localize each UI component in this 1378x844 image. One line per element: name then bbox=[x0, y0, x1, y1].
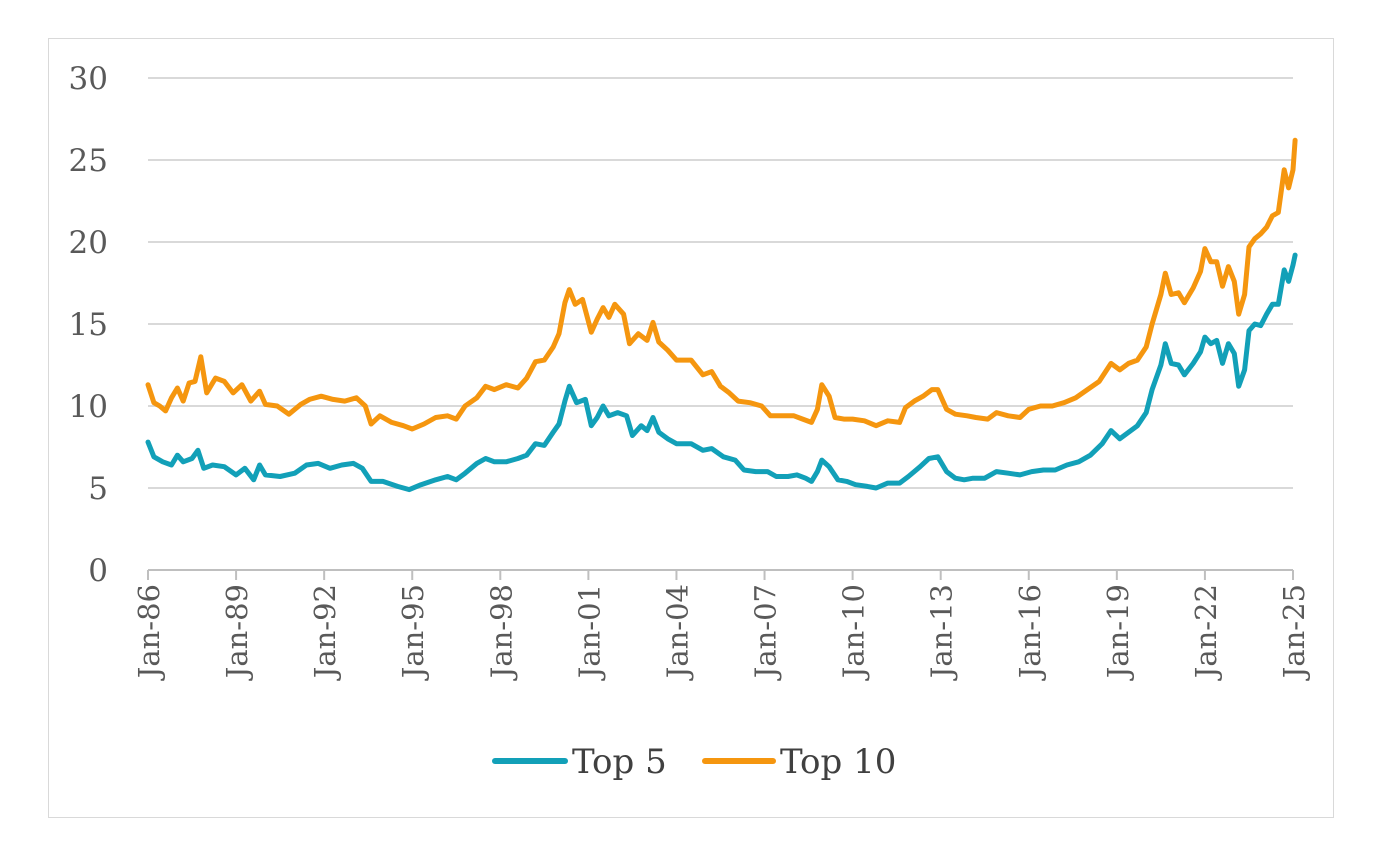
x-tick-label: Jan-92 bbox=[308, 584, 342, 681]
gridlines bbox=[148, 77, 1293, 489]
series-line-top-5 bbox=[145, 252, 1298, 493]
y-tick-label: 5 bbox=[88, 471, 108, 507]
legend-label-top-5: Top 5 bbox=[572, 742, 667, 782]
chart-frame bbox=[48, 38, 1334, 818]
y-tick-label: 20 bbox=[69, 225, 108, 261]
x-tick-label: Jan-13 bbox=[925, 584, 959, 681]
x-tick-label: Jan-07 bbox=[749, 584, 783, 681]
x-tick-label: Jan-04 bbox=[660, 584, 694, 681]
x-tick-label: Jan-01 bbox=[572, 584, 606, 681]
x-axis-tick-labels: Jan-86 Jan-89 Jan-92 Jan-95 Jan-98 Jan-01 Jan-… bbox=[132, 584, 1311, 681]
x-tick-label: Jan-86 bbox=[132, 584, 166, 681]
x-tick-label: Jan-25 bbox=[1277, 584, 1311, 681]
y-tick-label: 10 bbox=[69, 389, 108, 425]
x-axis bbox=[147, 569, 1294, 580]
y-tick-label: 30 bbox=[69, 61, 108, 97]
legend-label-top-10: Top 10 bbox=[780, 742, 896, 782]
series-lines bbox=[145, 137, 1298, 493]
x-tick-label: Jan-16 bbox=[1013, 584, 1047, 681]
x-tick-label: Jan-98 bbox=[484, 584, 518, 681]
x-tick-label: Jan-89 bbox=[220, 584, 254, 681]
x-tick-label: Jan-95 bbox=[396, 584, 430, 681]
series-line-top-10 bbox=[145, 137, 1298, 432]
y-tick-label: 25 bbox=[69, 143, 108, 179]
x-tick-label: Jan-22 bbox=[1189, 584, 1223, 681]
x-tick-label: Jan-10 bbox=[837, 584, 871, 681]
y-axis-tick-labels: 0 5 10 15 20 25 30 bbox=[69, 61, 108, 589]
legend: Top 5 Top 10 bbox=[492, 742, 896, 782]
y-tick-label: 0 bbox=[88, 553, 108, 589]
y-tick-label: 15 bbox=[69, 307, 108, 343]
x-tick-label: Jan-19 bbox=[1101, 584, 1135, 681]
